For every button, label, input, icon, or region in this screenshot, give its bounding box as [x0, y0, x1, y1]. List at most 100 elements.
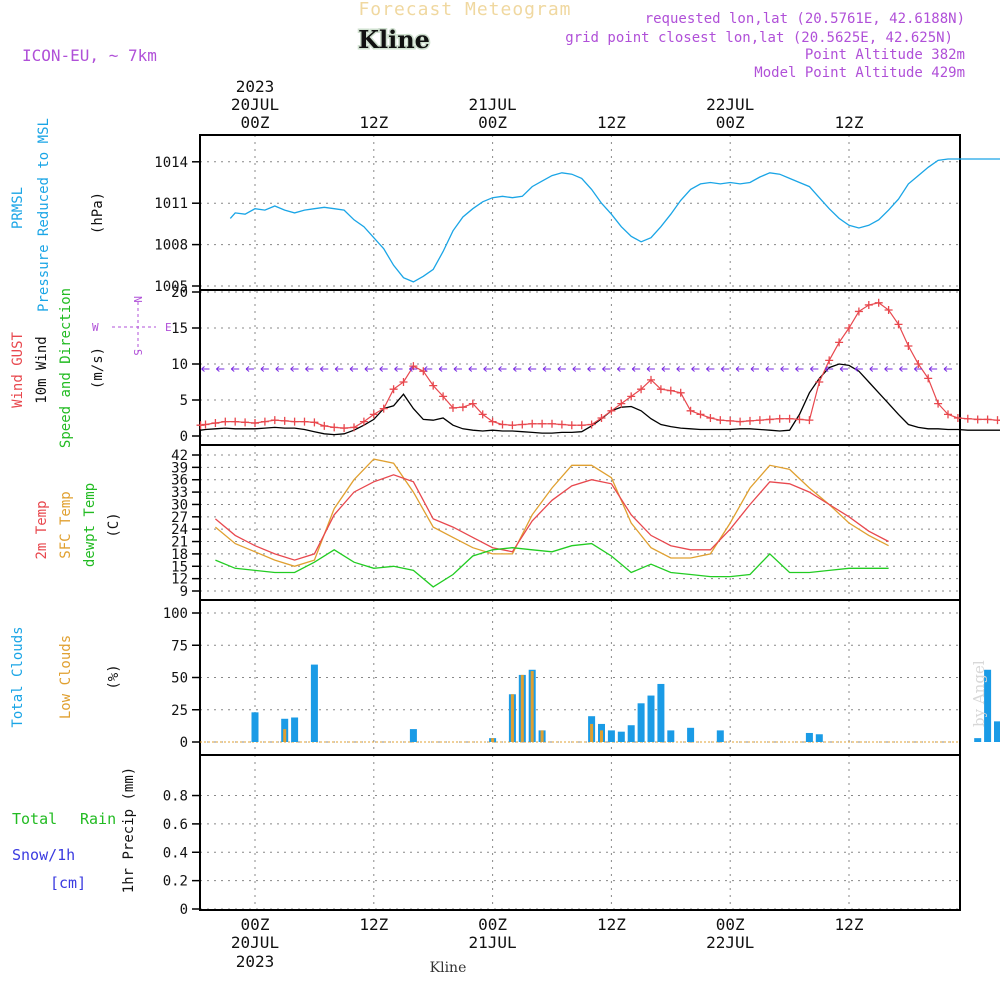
gust-point [647, 375, 655, 384]
gust-point [320, 421, 329, 430]
bottom-hour-label: 12Z [597, 915, 626, 934]
gust-point [736, 417, 745, 426]
gust-point [330, 423, 339, 432]
temp2m-series-line [214, 474, 889, 561]
top-hour-label: 12Z [597, 113, 626, 132]
model-label: ICON-EU, ~ 7km [22, 46, 157, 65]
wind-direction-arrow [527, 366, 537, 372]
clouds-panel: 0 25 50 75 100 [163, 599, 1000, 756]
y-tick-label: 30 [171, 497, 188, 513]
total-clouds-bar [251, 712, 259, 742]
gust-point [854, 307, 863, 316]
gust-point [993, 416, 1000, 425]
bottom-hour-label: 00Z [478, 915, 507, 934]
pressure-panel: 1005 1008 1011 1014 [154, 134, 1000, 295]
low-clouds-bar [530, 671, 534, 742]
wind-direction-arrow [631, 366, 641, 372]
bottom-date-label: 22JUL [706, 933, 754, 952]
low-clouds-bar [540, 730, 544, 742]
total-clouds-bar [805, 732, 813, 742]
panel-frame [199, 444, 961, 601]
precip-cm-label: [cm] [50, 874, 86, 892]
wind-direction-arrow [943, 366, 952, 372]
gust-point [350, 423, 358, 432]
y-tick-label: 0.2 [163, 874, 188, 890]
gust-point [765, 415, 774, 424]
gust-point [845, 324, 853, 332]
total-clouds-bar [637, 703, 645, 742]
y-tick-label: 36 [171, 473, 188, 489]
wind-direction-arrow [720, 366, 730, 372]
gust-point [221, 417, 230, 426]
wind-unit: (m/s) [90, 347, 106, 389]
gust-point [607, 406, 616, 415]
precip-total-label: Total [12, 810, 57, 828]
wind-direction-arrow [824, 366, 834, 372]
gust-point [557, 420, 566, 429]
gust-point [934, 399, 943, 408]
wind-direction-arrow [587, 366, 596, 372]
gust-point [478, 410, 487, 419]
low-clouds-bar [590, 723, 594, 742]
temp-sfc-label: SFC Temp [58, 491, 74, 558]
gust-point [280, 416, 289, 425]
temp-dewpt-label: dewpt Temp [82, 483, 98, 567]
gust-series-line [200, 302, 1000, 429]
wind-direction-arrow [513, 366, 522, 372]
total-clouds-bar [310, 664, 318, 742]
gust-point [270, 416, 279, 425]
wind-direction-arrow [854, 366, 863, 372]
requested-coords: requested lon,lat (20.5761E, 42.6188N) [645, 11, 965, 27]
bottom-date-label: 21JUL [469, 933, 517, 952]
gust-point [815, 378, 824, 386]
gust-point [637, 385, 646, 394]
low-clouds-bar [283, 729, 287, 742]
gust-point [389, 385, 398, 394]
wind-direction-arrow [453, 366, 462, 372]
gust-point [538, 419, 547, 428]
gust-point [696, 410, 705, 419]
top-hour-label: 00Z [241, 113, 270, 132]
gust-point [666, 386, 675, 395]
compass-n: N [131, 296, 144, 303]
gust-point [864, 300, 873, 309]
y-tick-label: 0 [180, 429, 188, 445]
wind-direction-arrow [884, 366, 893, 372]
point-altitude: Point Altitude 382m [805, 47, 965, 63]
gust-point [686, 406, 695, 415]
total-clouds-bar [984, 669, 992, 742]
gust-point [201, 420, 210, 429]
pressure-label-full: Pressure Reduced to MSL [36, 118, 52, 312]
wind-direction-arrow [275, 366, 284, 372]
total-clouds-bar [617, 731, 625, 742]
y-tick-label: 100 [163, 606, 188, 622]
top-hour-label: 12Z [359, 113, 388, 132]
total-clouds-bar [409, 729, 417, 742]
watermark: by Angel [970, 660, 988, 727]
wind-direction-arrow [913, 366, 923, 372]
y-tick-label: 1008 [154, 238, 188, 254]
y-tick-label: 20 [171, 285, 188, 301]
y-tick-label: 1005 [154, 279, 188, 295]
model-altitude: Model Point Altitude 429m [754, 65, 965, 81]
bottom-hour-label: 00Z [716, 915, 745, 934]
y-tick-label: 33 [171, 485, 188, 501]
wind-direction-arrow [899, 366, 908, 372]
wind-direction-arrow [319, 366, 329, 372]
gust-point [458, 403, 467, 412]
gust-point [359, 417, 368, 426]
y-tick-label: 0.6 [163, 817, 188, 833]
gust-point [419, 367, 428, 376]
gust-point [340, 424, 349, 433]
y-tick-label: 18 [171, 547, 188, 563]
wind-direction-arrow [691, 366, 700, 372]
gust-point [528, 419, 537, 428]
y-tick-label: 25 [171, 703, 188, 719]
gust-point [498, 420, 507, 429]
y-tick-label: 24 [171, 522, 188, 538]
gust-point [755, 416, 764, 425]
wind-direction-arrow [216, 366, 225, 372]
